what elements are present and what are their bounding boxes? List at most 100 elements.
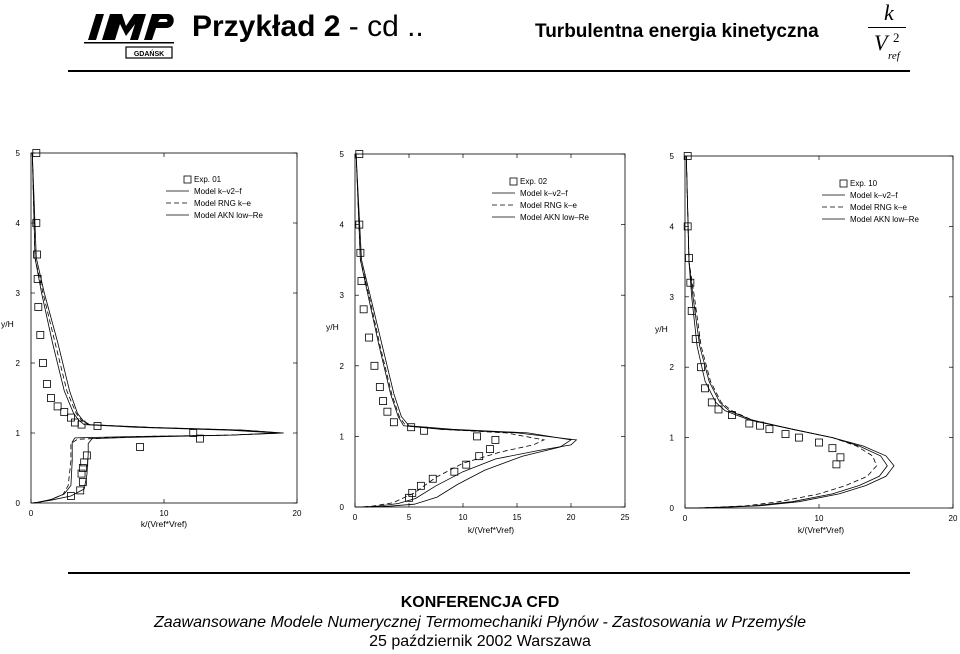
y-tick-label: 2 [670, 363, 675, 372]
title-main: Przykład 2 [192, 10, 341, 43]
data-point [707, 398, 716, 407]
x-axis-label: k/(Vref*Vref) [141, 519, 187, 529]
data-point [683, 152, 692, 160]
y-tick-label: 3 [670, 293, 675, 302]
legend-label: Exp. 01 [194, 175, 222, 184]
y-tick-label: 0 [16, 499, 21, 508]
data-point [365, 333, 373, 342]
data-point [416, 481, 425, 490]
data-point [39, 359, 47, 367]
legend-label: Model RNG k–e [850, 203, 907, 212]
data-point [828, 444, 837, 453]
data-point [82, 451, 91, 460]
imp-pan-logo: GDAŃSK [84, 14, 174, 59]
data-point [47, 394, 55, 402]
formula-exponent: 2 [893, 30, 900, 45]
x-tick-label: 15 [513, 513, 522, 522]
data-point [815, 438, 823, 447]
legend-label: Model AKN low–Re [194, 211, 263, 220]
y-axis-label: y/H [655, 324, 668, 334]
legend-label: Model k–v2–f [194, 187, 242, 196]
legend-label: Model k–v2–f [520, 189, 568, 198]
logo-mark [84, 14, 174, 59]
x-tick-label: 20 [567, 513, 576, 522]
data-point [781, 430, 790, 438]
data-point [43, 380, 51, 388]
y-tick-label: 4 [340, 221, 345, 230]
data-point [67, 492, 75, 500]
x-tick-label: 0 [683, 514, 688, 523]
formula-subscript: ref [888, 50, 900, 62]
footer-conference: KONFERENCJA CFD [400, 594, 560, 611]
x-axis-label: k/(Vref*Vref) [468, 525, 514, 535]
data-point [36, 331, 45, 339]
x-tick-label: 20 [293, 509, 302, 518]
y-tick-label: 1 [670, 434, 675, 443]
data-point [33, 250, 41, 259]
data-point [389, 418, 398, 427]
formula-bar [868, 27, 906, 28]
footer-subtitle: Zaawansowane Modele Numerycznej Termomec… [153, 614, 807, 631]
header-divider [68, 70, 910, 72]
data-point [189, 429, 198, 437]
data-point [379, 397, 387, 406]
series-line-3 [31, 152, 284, 504]
series-line-1 [685, 155, 888, 509]
data-point [407, 423, 416, 432]
legend-label: Exp. 10 [850, 179, 878, 188]
chart-3: 0 10 20 0 1 2 3 4 5 y/H k/(Vref*Vref) Exp. 10 Model … [655, 152, 958, 535]
data-point [491, 436, 500, 444]
data-point [93, 422, 102, 430]
data-point [687, 306, 696, 315]
data-point [136, 443, 144, 451]
legend-label: Exp. 02 [520, 177, 548, 186]
data-point [67, 413, 75, 422]
y-tick-label: 5 [340, 150, 345, 159]
x-tick-label: 25 [621, 513, 630, 522]
data-point [78, 478, 87, 486]
data-point [78, 464, 87, 472]
data-point [355, 150, 364, 158]
y-tick-label: 0 [340, 503, 345, 512]
y-axis-label: y/H [1, 319, 14, 329]
series-line-2 [685, 155, 878, 509]
footer-date: 25 październik 2002 Warszawa [369, 633, 591, 650]
x-tick-label: 0 [29, 509, 34, 518]
legend-label: Model RNG k–e [194, 199, 251, 208]
data-point [486, 445, 494, 454]
x-tick-label: 20 [949, 514, 958, 523]
data-point [359, 305, 368, 314]
plot-frame [354, 153, 626, 508]
data-point [60, 408, 69, 416]
x-axis-label: k/(Vref*Vref) [798, 525, 844, 535]
series-line-3 [355, 153, 573, 508]
footer-divider [68, 572, 910, 574]
data-point [77, 469, 86, 478]
x-tick-label: 10 [459, 513, 468, 522]
data-point [383, 407, 392, 416]
chart-2: 0 5 10 15 20 25 0 1 2 3 4 5 y/H k/(Vref*Vref) Exp. 02 M… [326, 150, 630, 535]
y-tick-label: 1 [340, 432, 345, 441]
data-point [765, 425, 774, 434]
x-tick-label: 5 [407, 513, 412, 522]
data-point [450, 467, 459, 476]
data-point [714, 405, 723, 414]
data-point [428, 474, 437, 483]
y-tick-label: 2 [340, 362, 345, 371]
formula-denominator: V [874, 30, 888, 55]
data-point [473, 432, 481, 441]
data-point [370, 361, 379, 370]
formula-numerator: k [884, 0, 894, 25]
legend-label: Model AKN low–Re [520, 213, 589, 222]
data-point [196, 434, 204, 443]
y-tick-label: 5 [16, 149, 21, 158]
y-tick-label: 5 [670, 152, 675, 161]
y-tick-label: 0 [670, 504, 675, 513]
y-tick-label: 2 [16, 359, 21, 368]
data-point [745, 419, 754, 428]
legend-label: Model k–v2–f [850, 191, 898, 200]
legend-marker [183, 175, 192, 184]
y-axis-label: y/H [326, 322, 339, 332]
